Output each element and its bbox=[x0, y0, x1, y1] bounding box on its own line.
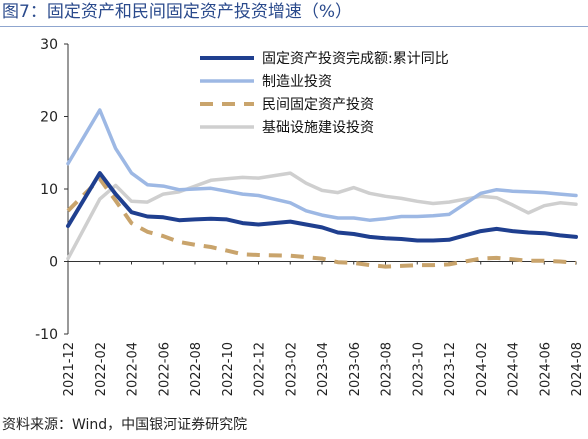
x-tick-label: 2022-12 bbox=[253, 342, 268, 396]
x-tick-label: 2024-02 bbox=[475, 342, 490, 396]
y-tick-label: 30 bbox=[40, 37, 58, 53]
legend-label: 基础设施建设投资 bbox=[262, 119, 374, 136]
x-tick-label: 2022-08 bbox=[189, 342, 204, 396]
legend-label: 民间固定资产投资 bbox=[262, 97, 374, 113]
series-line-2 bbox=[66, 176, 577, 269]
x-tick-label: 2021-12 bbox=[62, 342, 77, 396]
x-tick-label: 2022-02 bbox=[94, 342, 109, 396]
y-tick-label: -10 bbox=[35, 327, 58, 343]
x-tick-label: 2024-06 bbox=[538, 342, 553, 396]
x-tick-label: 2023-12 bbox=[443, 342, 458, 396]
series-line-0 bbox=[66, 171, 578, 243]
title-divider bbox=[0, 26, 588, 27]
legend-label: 固定资产投资完成额:累计同比 bbox=[262, 51, 449, 67]
line-chart: -10 0 10 20 30 2021-12 2022-02 2022-04 2022-06 20… bbox=[35, 37, 585, 396]
x-tick-label: 2023-06 bbox=[348, 342, 363, 396]
y-tick-label: 10 bbox=[40, 182, 58, 198]
x-tick-label: 2024-08 bbox=[570, 342, 585, 396]
series-line-3 bbox=[66, 171, 578, 261]
series-line-1 bbox=[66, 108, 578, 222]
y-tick-label: 0 bbox=[49, 255, 58, 271]
source-note: 资料来源：Wind，中国银河证券研究院 bbox=[2, 417, 248, 433]
chart-title: 图7：固定资产和民间固定资产投资增速（%） bbox=[2, 2, 352, 22]
y-tick-label: 20 bbox=[40, 110, 58, 126]
x-tick-label: 2023-02 bbox=[284, 342, 299, 396]
legend-label: 制造业投资 bbox=[262, 74, 332, 90]
x-tick-label: 2023-10 bbox=[411, 342, 426, 396]
x-tick-label: 2024-04 bbox=[507, 342, 522, 396]
x-tick-label: 2022-10 bbox=[221, 342, 236, 396]
x-tick-label: 2023-08 bbox=[380, 342, 395, 396]
x-tick-label: 2022-04 bbox=[126, 342, 141, 396]
x-tick-label: 2022-06 bbox=[157, 342, 172, 396]
x-tick-label: 2023-04 bbox=[316, 342, 331, 396]
